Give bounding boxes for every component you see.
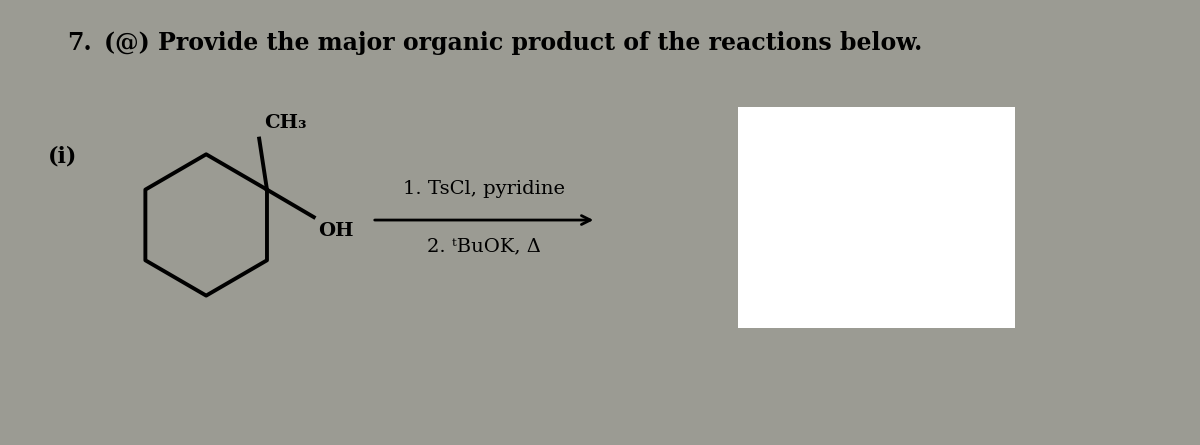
Text: OH: OH — [318, 222, 353, 240]
Bar — [738, 107, 1015, 328]
Text: (@) Provide the major organic product of the reactions below.: (@) Provide the major organic product of… — [104, 32, 923, 56]
Text: (i): (i) — [48, 145, 78, 167]
Text: 1. TsCl, pyridine: 1. TsCl, pyridine — [403, 181, 565, 198]
Text: 2. ᵗBuOK, Δ: 2. ᵗBuOK, Δ — [427, 238, 541, 256]
Text: 7.: 7. — [67, 32, 91, 56]
Text: CH₃: CH₃ — [264, 114, 306, 132]
